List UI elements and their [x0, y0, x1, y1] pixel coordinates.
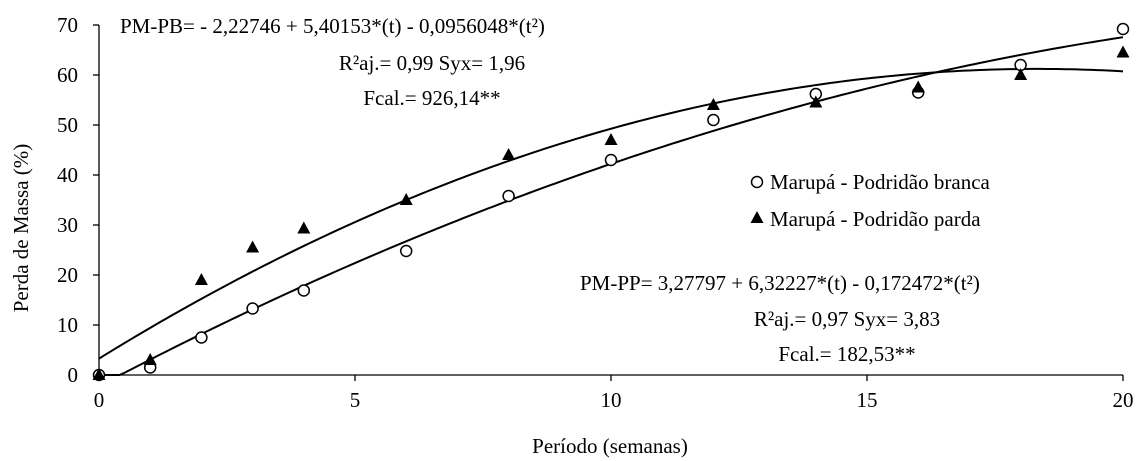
x-tick-label: 0: [94, 388, 105, 412]
legend-open-circle-icon: [750, 175, 764, 189]
point-circle-series-0: [1116, 22, 1130, 36]
point-circle-series-0: [604, 153, 618, 167]
annotation-pb: PM-PB= - 2,22746 + 5,40153*(t) - 0,09560…: [120, 14, 545, 110]
legend-item-podridao-branca: Marupá - Podridão branca: [750, 170, 991, 194]
x-tick-label: 15: [857, 388, 878, 412]
point-circle-series-0: [502, 189, 515, 203]
point-circle-series-0: [707, 113, 720, 127]
y-tick-label: 0: [68, 363, 79, 387]
point-triangle-series-1: [502, 148, 516, 160]
fit-curve-series-1: [98, 67, 1124, 360]
legend-filled-triangle-icon: [750, 211, 764, 223]
y-tick-label: 20: [57, 263, 78, 287]
x-tick-label: 10: [601, 388, 622, 412]
point-circle-series-0: [195, 331, 208, 344]
point-triangle-series-1: [604, 133, 618, 145]
point-triangle-series-1: [1014, 68, 1028, 80]
legend: Marupá - Podridão branca Marupá - Podrid…: [750, 170, 991, 231]
point-triangle-series-1: [399, 193, 413, 205]
legend-label-podridao-branca: Marupá - Podridão branca: [770, 170, 991, 194]
fcal-pb: Fcal.= 926,14**: [363, 86, 500, 110]
equation-pp: PM-PP= 3,27797 + 6,32227*(t) - 0,172472*…: [580, 271, 980, 295]
legend-item-podridao-parda: Marupá - Podridão parda: [750, 207, 981, 231]
y-tick-label: 10: [57, 313, 78, 337]
y-tick-label: 70: [57, 13, 78, 37]
point-circle-series-0: [246, 302, 259, 315]
point-triangle-series-1: [809, 95, 823, 108]
point-circle-series-0: [399, 244, 413, 258]
stats-pp: R²aj.= 0,97 Syx= 3,83: [754, 307, 940, 331]
stats-pb: R²aj.= 0,99 Syx= 1,96: [339, 51, 525, 75]
equation-pb: PM-PB= - 2,22746 + 5,40153*(t) - 0,09560…: [120, 14, 545, 38]
point-triangle-series-1: [194, 273, 208, 285]
point-triangle-series-1: [1116, 45, 1130, 58]
y-axis-label: Perda de Massa (%): [9, 144, 33, 313]
point-triangle-series-1: [143, 353, 157, 365]
point-triangle-series-1: [706, 98, 720, 110]
x-tick-label: 5: [350, 388, 361, 412]
y-tick-label: 50: [57, 113, 78, 137]
point-triangle-series-1: [911, 80, 925, 93]
point-triangle-series-1: [92, 368, 106, 380]
annotation-pp: PM-PP= 3,27797 + 6,32227*(t) - 0,172472*…: [580, 271, 980, 366]
fcal-pp: Fcal.= 182,53**: [778, 342, 915, 366]
legend-label-podridao-parda: Marupá - Podridão parda: [770, 207, 981, 231]
y-tick-label: 60: [57, 63, 78, 87]
point-triangle-series-1: [246, 240, 260, 253]
point-triangle-series-1: [297, 221, 311, 234]
y-tick-label: 40: [57, 163, 78, 187]
axes: 0 10 20 30 40 50 60 70 0 5 10 15 20: [57, 13, 1134, 412]
x-tick-label: 20: [1113, 388, 1134, 412]
point-circle-series-0: [297, 284, 311, 297]
x-axis-label: Período (semanas): [532, 434, 688, 458]
data-points: [92, 22, 1130, 382]
y-tick-label: 30: [57, 213, 78, 237]
